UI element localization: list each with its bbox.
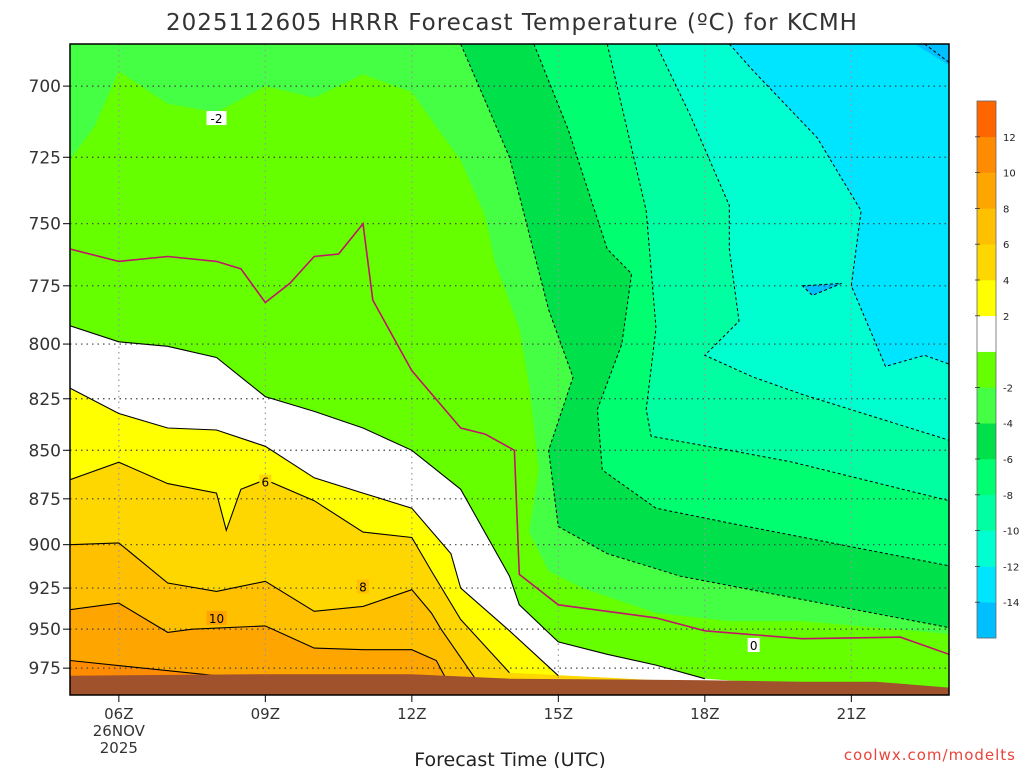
x-axis-title: Forecast Time (UTC) [414,749,605,768]
isotherm--14 [802,282,842,296]
isotherm-0 [70,221,949,656]
isotherm-2 [70,325,705,680]
isotherm--4 [460,44,949,629]
temperature-fills [70,44,949,695]
contour-label-bg [357,579,369,594]
isotherm-8 [70,542,476,680]
colorbar-swatch [977,280,996,317]
contour-label: 10 [209,612,224,626]
contour-label: 8 [359,580,367,594]
isotherm--10 [655,44,949,441]
x-tick-label: 06Z [104,705,133,723]
colorbar-label: -12 [1003,562,1019,573]
temperature-band [802,283,842,296]
x-date-label: 2025 [100,739,138,757]
colorbar-swatch [977,208,996,245]
colorbar-swatch [977,101,996,138]
colorbar-swatch [977,136,996,173]
isotherm--12 [728,44,949,368]
colorbar-label: 2 [1003,312,1009,323]
y-tick-label: 875 [29,490,61,510]
plot-frame [69,43,950,696]
credit-text: coolwx.com/modelts [844,746,1016,764]
contour-label-bg [259,474,272,489]
x-tick-label: 12Z [397,705,426,723]
y-tick-label: 950 [29,620,61,640]
chart-title: 2025112605 HRRR Forecast Temperature (ºC… [166,10,858,36]
isotherm-4 [70,387,559,677]
contour-label: 0 [750,639,758,653]
isotherm--6 [533,44,949,567]
contour-label-bg [206,111,227,126]
colorbar-label: -10 [1003,527,1019,538]
colorbar-label: -4 [1003,419,1013,430]
colorbar-label: 4 [1003,276,1009,287]
y-tick-label: 825 [29,390,61,410]
y-tick-label: 775 [29,277,61,297]
colorbar-swatch [977,244,996,281]
isotherm-10 [70,602,447,679]
colorbar-swatch [977,494,996,531]
contour-label: 6 [262,476,270,490]
ground-fill [70,674,949,695]
y-tick-label: 800 [29,335,61,355]
colorbar-label: -8 [1003,491,1013,502]
y-tick-label: 975 [29,659,61,679]
x-tick-label: 15Z [544,705,573,723]
colorbar-frame [976,100,997,639]
contour-label-bg [747,637,760,652]
x-tick-label: 21Z [837,705,866,723]
temperature-band [70,603,949,695]
colorbar-swatch [977,172,996,209]
colorbar-swatch [977,602,996,639]
colorbar-label: -2 [1003,383,1013,394]
colorbar-label: 6 [1003,240,1009,251]
colorbar-swatch [977,351,996,388]
colorbar-swatch [977,530,996,567]
colorbar-label: 8 [1003,204,1009,215]
colorbar-label: -6 [1003,455,1013,466]
colorbar-swatch [977,423,996,460]
temperature-band [914,44,949,66]
y-tick-label: 725 [29,148,61,168]
x-date-label: 26NOV [93,722,146,740]
colorbar-label: -14 [1003,598,1019,609]
x-tick-label: 09Z [251,705,280,723]
colorbar-swatch [977,459,996,496]
colorbar: 12 10 8 6 4 2 -2 -4 -6 -8 -10 -12 -14 [975,100,1019,639]
colorbar-label: 12 [1003,133,1016,144]
y-tick-label: 700 [29,77,61,97]
y-tick-label: 925 [29,579,61,599]
colorbar-swatch [977,387,996,424]
isotherm-lines [70,44,949,680]
x-tick-label: 18Z [690,705,719,723]
contour-label-bg [206,610,227,625]
colorbar-swatch [977,566,996,603]
colorbar-swatch [977,315,996,352]
y-tick-label: 750 [29,215,61,235]
y-tick-label: 850 [29,441,61,461]
y-tick-label: 900 [29,536,61,556]
contour-label: -2 [211,112,223,126]
colorbar-label: 10 [1003,169,1016,180]
y-axis: 700 725 750 775 800 825 850 875 900 925 950 975 [29,77,70,679]
